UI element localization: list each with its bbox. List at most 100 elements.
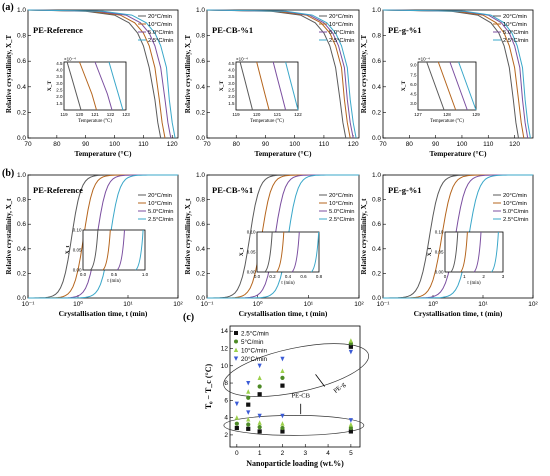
c-legend-label: 20°C/min <box>241 355 267 363</box>
a1-inset-xtick-label: 120 <box>76 112 84 117</box>
b1-inset-xtick-label: 0.5 <box>111 272 118 277</box>
a1-series-line <box>27 9 176 139</box>
a1-ytick-label: 0.8 <box>17 33 26 40</box>
a1-xtick-label: 120 <box>167 141 178 148</box>
c-point <box>348 349 353 355</box>
b3-legend-label: 10°C/min <box>503 201 527 207</box>
a1-ylabel: Relative crystallinity, X_T <box>5 34 13 113</box>
c-arrow-pe-g <box>315 374 325 387</box>
b2-title: PE-CB-%1 <box>212 185 253 195</box>
c-xtick-label: 0 <box>235 450 239 457</box>
c-point <box>246 416 251 422</box>
a1-inset-ytick-label: 2.0 <box>56 94 63 99</box>
b2-xtick-label: 10² <box>354 301 364 308</box>
a1-inset-ytick-label: 3.5 <box>56 74 63 79</box>
a2-series-line <box>206 9 347 139</box>
c-point <box>280 429 285 434</box>
a1-inset-ytick-label: 2.5 <box>56 88 63 93</box>
c-pe-cb-ellipse <box>223 415 365 436</box>
b3-ytick-label: 0.6 <box>372 221 381 228</box>
c-point <box>257 413 262 419</box>
c-point <box>246 422 251 427</box>
a3-xlabel: Temperature (°C) <box>430 149 487 158</box>
a1-inset-ytick-label: 4.0 <box>56 68 63 73</box>
a1-inset-xlabel: Temperature (°C) <box>78 119 112 124</box>
b1-inset-line <box>90 229 99 271</box>
b3-ytick-label: 0.4 <box>372 246 381 253</box>
b2-inset-xtick-label: 0.0 <box>254 274 261 279</box>
b2-ytick-label: 0.2 <box>196 270 205 277</box>
c-point <box>280 368 285 374</box>
c-point <box>257 375 262 380</box>
c-pe-g-ellipse <box>223 343 370 397</box>
a2-ytick-label: 0.8 <box>196 33 205 40</box>
c-point <box>234 421 239 426</box>
c-ytick-label: 2 <box>224 432 228 439</box>
b3-xtick-label: 10² <box>528 301 538 308</box>
a1-inset-xtick-label: 122 <box>107 112 115 117</box>
b3-xtick-label: 10⁰ <box>428 300 438 308</box>
a2-ytick-label: 0.2 <box>196 109 205 116</box>
a2-ylabel: Relative crystallinity, X_T <box>184 34 192 113</box>
b3-series-line <box>383 174 533 299</box>
a2-inset-ytick-label: 4.5 <box>228 61 235 66</box>
b1-inset-ytick-label: 0.05 <box>73 248 82 253</box>
b1-inset-ylabel: X_t <box>65 246 71 255</box>
a2-inset-xlabel: Temperature (°C) <box>250 119 284 124</box>
a1-inset-frame <box>63 61 127 111</box>
a3-inset-ylabel: X_T <box>401 80 407 91</box>
a3-legend-label: 2.5°C/min <box>503 38 529 44</box>
b3-ytick-label: 1.0 <box>372 172 381 179</box>
a3-inset-line <box>458 61 477 111</box>
c-ytick-label: 10 <box>221 363 229 370</box>
a2-inset-line <box>285 61 299 111</box>
b3-inset-xtick-label: 0 <box>444 274 447 279</box>
a3-inset-line <box>426 61 445 111</box>
c-legend-marker <box>234 331 238 335</box>
c-point <box>234 425 239 431</box>
b3-ytick-label: 0.0 <box>372 295 381 302</box>
a2-xtick-label: 70 <box>203 141 211 148</box>
b1-ytick-label: 0.6 <box>17 221 26 228</box>
b3-ytick-label: 0.2 <box>372 270 381 277</box>
a2-legend-label: 5.0°C/min <box>329 30 355 36</box>
a1-ytick-label: 0.2 <box>17 109 26 116</box>
b3-inset-xtick-label: 1 <box>463 274 466 279</box>
b2-legend-label: 2.5°C/min <box>329 217 355 223</box>
a3-inset-ytick-label: 3.0 <box>410 101 417 106</box>
a2-xtick-label: 100 <box>289 141 300 148</box>
b2-xlabel: Crystallisation time, t (min) <box>239 309 328 318</box>
b2-legend-label: 5.0°C/min <box>329 209 355 215</box>
a2-series-line <box>206 9 357 139</box>
b2-ytick-label: 0.0 <box>196 295 205 302</box>
a3-inset-xtick-label: 127 <box>414 112 422 117</box>
a3-ytick-label: 0.8 <box>372 33 381 40</box>
b2-xtick-label: 10¹ <box>304 301 314 308</box>
a2-xlabel: Temperature (°C) <box>255 149 312 158</box>
c-point <box>348 425 353 431</box>
b1-inset-line <box>135 229 144 271</box>
a1-inset-line <box>79 61 97 111</box>
b3-title: PE-g-%1 <box>388 185 422 195</box>
c-ytick-label: 6 <box>224 397 228 404</box>
a2-inset-ylabel: X_T <box>219 80 225 91</box>
c-point <box>280 356 285 362</box>
b2-legend-label: 20°C/min <box>329 193 353 199</box>
b1-ytick-label: 0.2 <box>17 270 26 277</box>
a1-title: PE-Reference <box>33 25 83 35</box>
a1-xtick-label: 70 <box>24 141 32 148</box>
c-ytick-label: 12 <box>221 345 229 352</box>
a1-series-line <box>27 9 172 139</box>
a1-inset-exponent: ×10⁻⁴ <box>64 57 76 62</box>
a1-inset-ytick-label: 3.0 <box>56 81 63 86</box>
c-frame <box>229 325 361 448</box>
a3-series-line <box>382 9 519 139</box>
a3-ytick-label: 0.6 <box>372 58 381 65</box>
c-point <box>246 410 251 415</box>
a3-xtick-label: 110 <box>483 141 494 148</box>
a3-inset-exponent: ×10⁻⁴ <box>418 57 430 62</box>
c-point <box>257 363 262 369</box>
a2-series-line <box>206 9 351 139</box>
c-point <box>257 392 262 397</box>
c-point <box>348 344 353 349</box>
